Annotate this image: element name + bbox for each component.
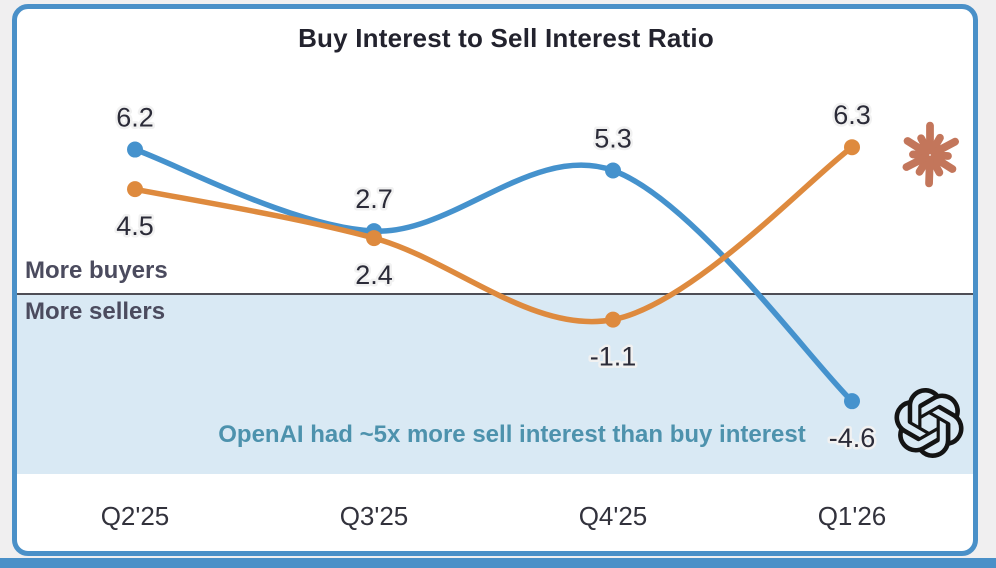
line-chart: 6.2 2.7 5.3 -4.6 4.5 2.4 -1.1 6.3 Q2'25 Q3'25 Q4'2…: [17, 98, 973, 531]
more-sellers-label: More sellers: [25, 298, 166, 325]
anthropic-star-icon: [902, 121, 959, 188]
bottom-accent-bar: [0, 558, 996, 568]
openai-data-point: [605, 162, 621, 179]
more-buyers-label: More buyers: [25, 257, 168, 284]
x-axis-label: Q3'25: [340, 501, 409, 531]
annotation-text: OpenAI had ~5x more sell interest than b…: [218, 421, 806, 448]
openai-logo-icon: [894, 388, 964, 458]
openai-series-line: [132, 146, 855, 404]
data-label: 6.3: [833, 100, 871, 130]
star-ray: [930, 137, 959, 157]
data-label: 4.5: [116, 211, 154, 241]
star-ray: [925, 155, 934, 188]
data-label: 2.4: [355, 260, 393, 290]
anthropic-series-line: [132, 144, 855, 325]
anthropic-data-point: [366, 230, 382, 247]
openai-data-point: [844, 393, 860, 410]
x-axis-label: Q4'25: [579, 501, 648, 531]
anthropic-data-point: [605, 311, 621, 328]
data-label: 6.2: [116, 103, 154, 133]
anthropic-data-point: [127, 181, 143, 198]
data-label: 5.3: [594, 124, 632, 154]
chart-title: Buy Interest to Sell Interest Ratio: [298, 23, 714, 53]
data-label: -4.6: [829, 423, 876, 453]
chart-card: Buy Interest to Sell Interest Ratio 6.2 2…: [12, 4, 978, 556]
star-ray: [902, 153, 930, 171]
more-sellers-region: [17, 294, 973, 474]
data-label: -1.1: [590, 342, 637, 372]
x-axis-label: Q1'26: [818, 501, 887, 531]
star-ray: [917, 134, 932, 155]
openai-data-point: [127, 141, 143, 158]
star-ray: [930, 153, 957, 173]
anthropic-data-point: [844, 139, 860, 156]
star-ray: [903, 137, 930, 157]
data-label: 2.7: [355, 184, 393, 214]
x-axis-label: Q2'25: [101, 501, 170, 531]
